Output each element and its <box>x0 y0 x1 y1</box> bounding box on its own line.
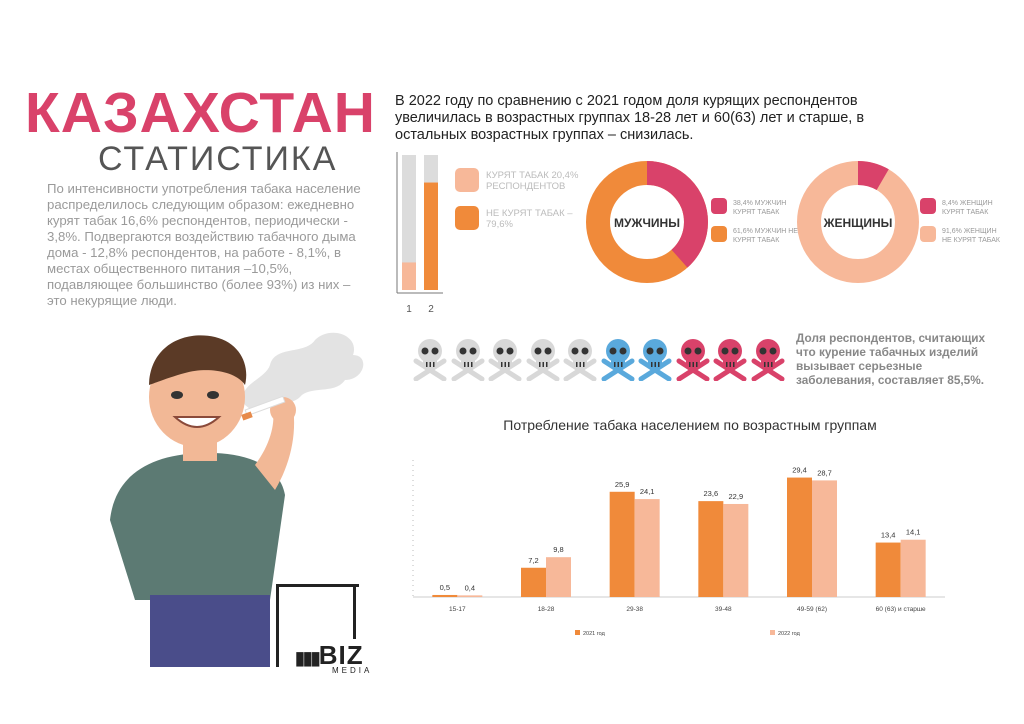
biz-logo-text: ▮▮▮BIZ <box>295 640 364 670</box>
chart-title: Потребление табака населением по возраст… <box>503 417 877 433</box>
logo-frame <box>276 584 359 667</box>
skull-icon <box>676 339 709 381</box>
skull-icon <box>638 339 672 381</box>
bar-value-label: 22,9 <box>729 492 744 501</box>
bar-2021 <box>875 542 901 597</box>
women-smoke-text: 8,4% ЖЕНЩИН КУРЯТ ТАБАК <box>942 200 993 216</box>
x-tick-label: 49-59 (62) <box>797 606 827 613</box>
smile <box>172 416 222 428</box>
bar-2021 <box>698 501 724 597</box>
skull-icon <box>451 339 484 381</box>
men-smoke-text: 38,4% МУЖЧИН КУРЯТ ТАБАК <box>733 200 787 216</box>
legend-nosmoke-text: НЕ КУРЯТ ТАБАК – 79,6% <box>486 208 573 230</box>
bar-2021 <box>432 594 458 597</box>
legend-label: 2022 год <box>778 631 801 637</box>
bar-value-label: 9,8 <box>553 545 563 554</box>
age-group-bar-chart: 0,5 0,4 15-17 7,2 9,8 18-28 25,9 24,1 29-38 23,6 2… <box>412 460 945 637</box>
bar-2022 <box>812 480 837 597</box>
bar-2022 <box>546 557 571 597</box>
bar-value-label: 13,4 <box>881 531 896 540</box>
intro-paragraph: По интенсивности употребления табака нас… <box>47 181 361 308</box>
legend-nosmoke-swatch <box>455 206 479 230</box>
legend-label: 2021 год <box>583 631 606 637</box>
donut-women-label: ЖЕНЩИНЫ <box>823 216 893 230</box>
donut-men-smoke <box>586 161 708 283</box>
bar-value-label: 14,1 <box>906 528 921 537</box>
skull-icon <box>751 339 784 381</box>
skull-row <box>413 337 793 381</box>
women-nosmoke-swatch <box>920 226 936 242</box>
skull-icon <box>601 339 634 381</box>
bar-value-label: 25,9 <box>615 480 630 489</box>
bar-2021 <box>787 477 812 597</box>
women-smoke-swatch <box>920 198 936 214</box>
skull-icon <box>713 339 747 381</box>
skull-icon <box>413 339 447 381</box>
smoke-cloud-icon <box>242 332 364 413</box>
legend-smoke-swatch <box>455 168 479 192</box>
page-title: КАЗАХСТАН <box>25 81 376 145</box>
legend-swatch <box>575 630 580 635</box>
donut-women: ЖЕНЩИНЫ <box>797 161 919 283</box>
bar-2022 <box>723 503 749 597</box>
x-tick-label: 18-28 <box>538 606 555 613</box>
bar-2022 <box>900 539 926 597</box>
bar-value-label: 23,6 <box>704 489 719 498</box>
bar-value-label: 7,2 <box>528 556 538 565</box>
legend-smoke-text: КУРЯТ ТАБАК 20,4% РЕСПОНДЕНТОВ <box>486 170 579 192</box>
x-tick-label: 29-38 <box>626 606 643 613</box>
bar-value-label: 28,7 <box>817 468 832 477</box>
men-nosmoke-swatch <box>711 226 727 242</box>
x-tick-label: 39-48 <box>715 606 732 613</box>
bar-value-label: 0,4 <box>465 583 475 592</box>
bar-value-label: 24,1 <box>640 487 655 496</box>
bar1-bg <box>402 155 416 290</box>
skull-icon <box>488 339 522 381</box>
bar1-smoke <box>402 262 416 290</box>
header-paragraph: В 2022 году по сравнению с 2021 годом до… <box>395 93 865 143</box>
skull-caption: Доля респондентов, считающих что курение… <box>796 331 986 387</box>
bar-2022 <box>457 595 483 597</box>
arm <box>255 407 295 490</box>
women-nosmoke-text: 91,6% ЖЕНЩИН НЕ КУРЯТ ТАБАК <box>942 228 1000 244</box>
page-subtitle: СТАТИСТИКА <box>98 140 338 178</box>
bar-2021 <box>609 491 635 597</box>
bar2-label: 2 <box>428 304 434 315</box>
shirt <box>110 452 285 600</box>
donut-men-label: МУЖЧИНЫ <box>614 216 680 230</box>
bar-value-label: 29,4 <box>792 466 807 475</box>
skull-icon <box>526 339 559 381</box>
bar-value-label: 0,5 <box>440 583 450 592</box>
hair <box>149 335 247 385</box>
bar2-nosmoke <box>424 182 438 290</box>
pants <box>150 595 270 667</box>
bar-2021 <box>521 567 546 597</box>
smoking-man-illustration <box>110 332 364 667</box>
bar1-label: 1 <box>406 304 412 315</box>
men-smoke-swatch <box>711 198 727 214</box>
donut-men: МУЖЧИНЫ <box>586 161 708 283</box>
bar-2022 <box>634 499 660 597</box>
skull-icon <box>563 339 597 381</box>
men-nosmoke-text: 61,6% МУЖЧИН НЕ КУРЯТ ТАБАК <box>733 228 798 244</box>
legend-swatch <box>770 630 775 635</box>
donut-women-smoke <box>797 161 919 283</box>
cigarette-icon <box>244 395 286 417</box>
media-logo-text: MEDIA <box>332 666 373 675</box>
x-tick-label: 15-17 <box>449 606 466 613</box>
share-bars: 1 2 <box>396 152 443 315</box>
x-tick-label: 60 (63) и старше <box>876 606 926 613</box>
